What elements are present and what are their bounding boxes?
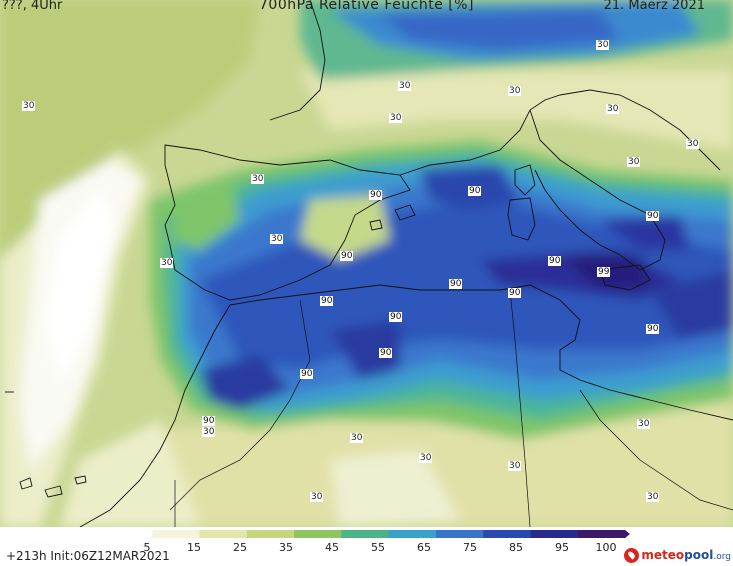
legend-tick: 100 (595, 541, 617, 554)
color-legend (105, 530, 630, 538)
contour-label: 30 (22, 101, 36, 111)
contour-label: 90 (379, 348, 393, 358)
model-run-info: +213h Init:06Z12MAR2021 (6, 549, 170, 563)
legend-color-cell (341, 530, 390, 538)
contour-label: 90 (508, 288, 522, 298)
contour-label: 90 (548, 256, 562, 266)
logo-org: .org (713, 552, 731, 562)
contour-label: 30 (270, 234, 284, 244)
legend-color-cell (530, 530, 579, 538)
legend-color-cell (199, 530, 248, 538)
contour-label: 30 (508, 461, 522, 471)
contour-label: 99 (597, 267, 611, 277)
legend-color-cell (577, 530, 626, 538)
legend-color-cell (483, 530, 531, 538)
contour-label: 30 (398, 81, 412, 91)
contour-label: 90 (202, 416, 216, 426)
legend-color-cell (435, 530, 484, 538)
legend-color-cell (105, 530, 153, 538)
legend-color-cell (246, 530, 295, 538)
legend-color-cell (388, 530, 437, 538)
contour-label: 90 (646, 211, 660, 221)
legend-tick: 15 (187, 541, 201, 554)
legend-tick: 75 (463, 541, 477, 554)
legend-tick: 25 (233, 541, 247, 554)
map-svg (0, 0, 733, 527)
logo-meteo: meteo (641, 548, 685, 562)
contour-label: 30 (350, 433, 364, 443)
legend-tick: 65 (417, 541, 431, 554)
meteopool-logo[interactable]: meteopool.org (624, 546, 731, 564)
contour-label: 30 (637, 419, 651, 429)
contour-label: 30 (389, 113, 403, 123)
legend-color-cell (152, 530, 201, 538)
contour-label: 90 (369, 190, 383, 200)
contour-label: 90 (389, 312, 403, 322)
logo-pool: pool (684, 548, 714, 562)
contour-label: 90 (449, 279, 463, 289)
contour-label: 90 (320, 296, 334, 306)
contour-label: 30 (686, 139, 700, 149)
contour-label: 30 (508, 86, 522, 96)
contour-label: 30 (160, 258, 174, 268)
valid-date: 21. Maerz 2021 (603, 0, 705, 13)
contour-label: 30 (419, 453, 433, 463)
map-title: 700hPa Relative Feuchte [%] (259, 0, 474, 13)
legend-tick: 5 (143, 541, 151, 554)
contour-label: 30 (202, 427, 216, 437)
legend-color-cell (294, 530, 342, 538)
legend-max-arrow (625, 530, 630, 538)
legend-tick: 45 (325, 541, 339, 554)
pin-icon (624, 547, 640, 563)
map-header: ???, 4Uhr 700hPa Relative Feuchte [%] 21… (0, 0, 733, 17)
legend-tick: 55 (371, 541, 385, 554)
contour-label: 30 (606, 104, 620, 114)
contour-label: 90 (468, 186, 482, 196)
legend-tick: 35 (279, 541, 293, 554)
contour-label: 30 (646, 492, 660, 502)
contour-label: 90 (340, 251, 354, 261)
time-label: ???, 4Uhr (2, 0, 63, 13)
legend-tick: 85 (509, 541, 523, 554)
contour-label: 90 (646, 324, 660, 334)
contour-label: 30 (627, 157, 641, 167)
contour-label: 30 (596, 40, 610, 50)
contour-label: 30 (251, 174, 265, 184)
contour-label: 30 (310, 492, 324, 502)
contour-label: 90 (300, 369, 314, 379)
legend-tick: 95 (555, 541, 569, 554)
relative-humidity-map: 30 30 30 30 30 30 30 30 30 30 90 90 90 9… (0, 0, 733, 527)
